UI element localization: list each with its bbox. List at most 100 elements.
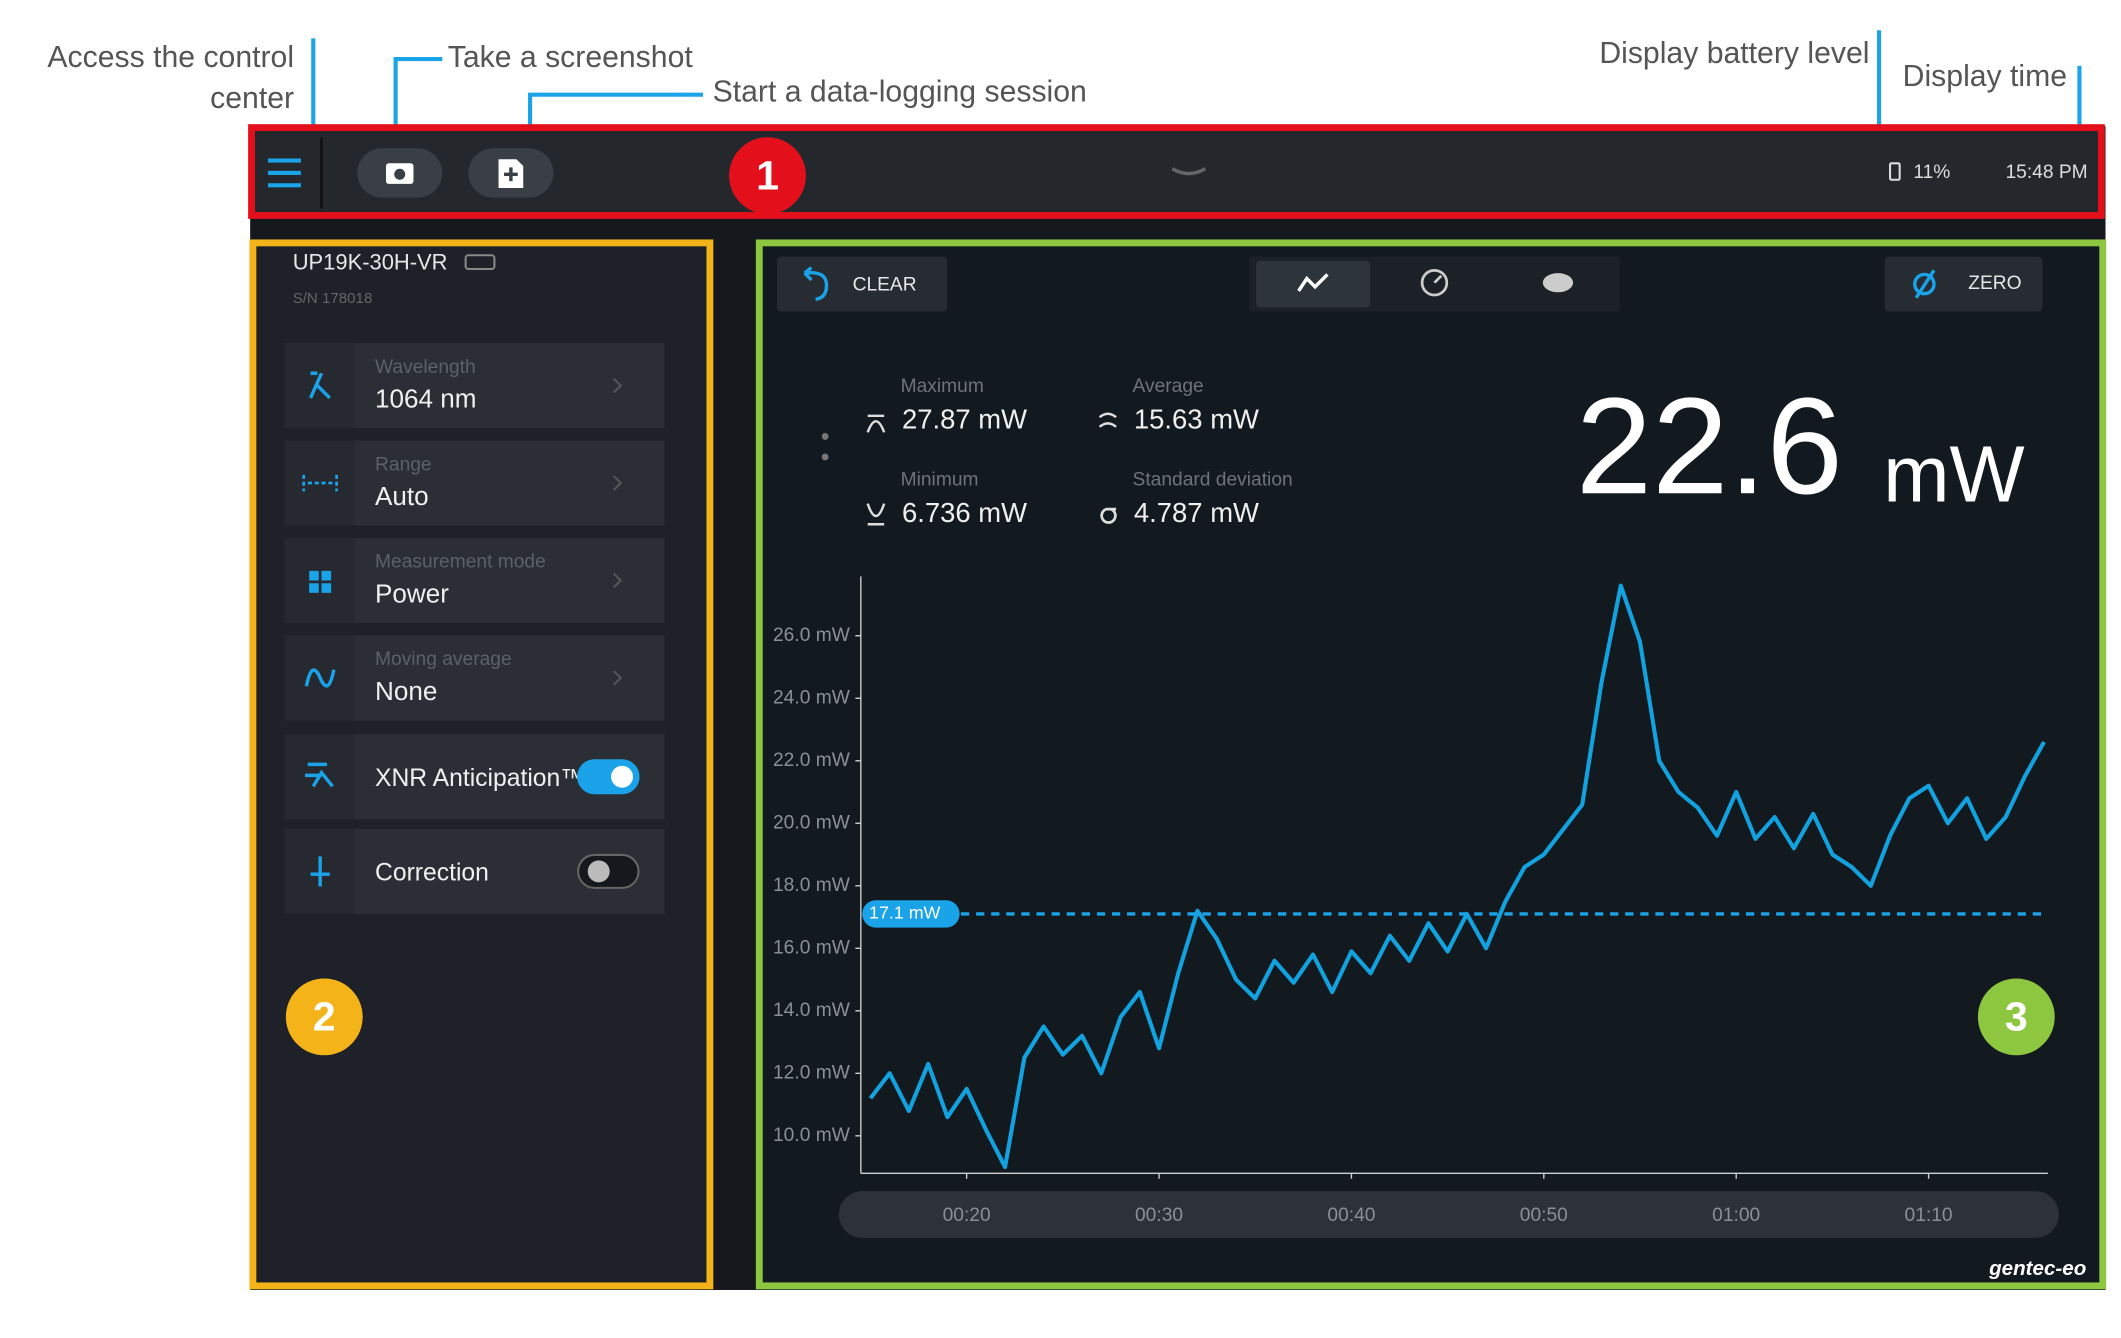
stat-value: 6.736 mW bbox=[902, 497, 1027, 528]
avg-icon bbox=[1098, 412, 1117, 428]
toggle-label: XNR Anticipation™ bbox=[375, 765, 585, 792]
x-tick-label: 01:00 bbox=[1712, 1205, 1760, 1226]
badge-number: 2 bbox=[313, 993, 336, 1039]
setting-label: Range bbox=[375, 454, 432, 475]
gauge-needle bbox=[1433, 274, 1443, 284]
setting-label: Measurement mode bbox=[375, 552, 546, 573]
reference-label: 17.1 mW bbox=[869, 903, 941, 923]
header-border bbox=[248, 124, 2105, 219]
stat-label: Average bbox=[1133, 376, 1204, 397]
zero-button[interactable] bbox=[1884, 256, 2043, 312]
setting-value: Power bbox=[375, 578, 449, 608]
logo: gentec-eo bbox=[1988, 1257, 2086, 1280]
zero-label: ZERO bbox=[1968, 273, 2021, 294]
range-icon bbox=[302, 474, 338, 492]
x-tick-label: 01:10 bbox=[1905, 1205, 1953, 1226]
gauge-tab-icon[interactable] bbox=[1420, 268, 1449, 297]
max-icon bbox=[866, 414, 886, 433]
bar-tab-icon[interactable] bbox=[1542, 273, 1574, 293]
annotation: Take a screenshot bbox=[448, 41, 694, 74]
stat-value: 27.87 mW bbox=[902, 404, 1027, 435]
x-tick-label: 00:40 bbox=[1327, 1205, 1375, 1226]
toggle-knob bbox=[587, 860, 610, 883]
stat-value: 4.787 mW bbox=[1134, 497, 1259, 528]
clear-label: CLEAR bbox=[853, 275, 917, 296]
stat-label: Maximum bbox=[901, 376, 984, 397]
menu-dot bbox=[821, 453, 829, 461]
y-tick-label: 10.0 mW bbox=[773, 1125, 851, 1146]
mode-icon bbox=[309, 583, 319, 593]
setting-chevron bbox=[613, 572, 623, 589]
menu-icon-bar bbox=[267, 170, 301, 175]
annotation: Display time bbox=[1903, 60, 2067, 93]
reference-tag[interactable] bbox=[862, 900, 960, 928]
sigma-icon bbox=[1100, 507, 1117, 524]
correction-icon bbox=[310, 856, 330, 887]
setting-chevron bbox=[613, 378, 623, 394]
device-name: UP19K-30H-VR bbox=[293, 249, 448, 274]
wavelength-icon bbox=[308, 371, 331, 400]
annotation: Start a data-logging session bbox=[713, 75, 1087, 108]
y-tick-label: 22.0 mW bbox=[773, 750, 851, 771]
setting-label: Moving average bbox=[375, 649, 512, 670]
y-tick-label: 12.0 mW bbox=[773, 1062, 851, 1083]
setting-value: None bbox=[375, 676, 437, 706]
graph-tab-icon bbox=[1297, 273, 1329, 292]
zero-icon bbox=[1913, 272, 1936, 296]
serial-number: S/N 178018 bbox=[293, 290, 373, 307]
x-tick-label: 00:30 bbox=[1135, 1205, 1183, 1226]
reading-value: 22.6 bbox=[1576, 370, 1843, 523]
min-icon bbox=[866, 503, 886, 526]
reading-unit: mW bbox=[1883, 429, 2024, 518]
annotation: center bbox=[210, 82, 294, 115]
xnr-icon bbox=[305, 762, 334, 788]
toggle-knob bbox=[611, 765, 634, 788]
pull-down-chevron[interactable] bbox=[1171, 167, 1207, 176]
setting-label: Wavelength bbox=[375, 357, 476, 378]
badge-number: 1 bbox=[756, 152, 779, 198]
battery-icon bbox=[1889, 162, 1901, 181]
clock: 15:48 PM bbox=[2005, 162, 2087, 183]
setting-icon-area bbox=[284, 440, 355, 526]
data-line bbox=[868, 583, 2046, 1170]
setting-chevron bbox=[613, 670, 623, 686]
y-tick-label: 14.0 mW bbox=[773, 1000, 851, 1021]
setting-value: 1064 nm bbox=[375, 384, 476, 414]
annotation: Access the control bbox=[47, 41, 294, 74]
camera-lens bbox=[394, 168, 406, 180]
setting-chevron bbox=[613, 475, 623, 491]
file-plus bbox=[504, 167, 518, 182]
badge-number: 3 bbox=[2005, 993, 2028, 1039]
annotation: Display battery level bbox=[1599, 37, 1869, 70]
y-tick-label: 16.0 mW bbox=[773, 937, 851, 958]
mode-icon bbox=[309, 570, 319, 581]
callout-line bbox=[393, 56, 443, 154]
mode-icon bbox=[321, 583, 332, 593]
y-tick-label: 20.0 mW bbox=[773, 812, 851, 833]
measurement-border bbox=[755, 239, 2107, 1290]
badge bbox=[729, 137, 806, 215]
x-tick-label: 00:50 bbox=[1520, 1205, 1568, 1226]
y-tick-label: 24.0 mW bbox=[773, 687, 851, 708]
menu-icon-bar bbox=[267, 183, 301, 188]
setting-value: Auto bbox=[375, 481, 429, 511]
average-icon bbox=[304, 668, 336, 688]
battery-level: 11% bbox=[1913, 162, 1950, 183]
device-icon bbox=[464, 254, 496, 271]
x-tick-label: 00:20 bbox=[943, 1205, 991, 1226]
zero-icon-slash bbox=[1914, 269, 1936, 299]
y-tick-label: 18.0 mW bbox=[773, 875, 851, 896]
badge bbox=[285, 978, 363, 1056]
badge bbox=[1977, 978, 2055, 1056]
menu-dot[interactable] bbox=[821, 432, 829, 440]
y-tick-label: 26.0 mW bbox=[773, 625, 851, 646]
mode-icon bbox=[321, 570, 332, 581]
stat-label: Minimum bbox=[901, 469, 979, 490]
menu-icon-bar bbox=[267, 158, 301, 163]
stat-label: Standard deviation bbox=[1133, 469, 1293, 490]
toggle-label: Correction bbox=[375, 860, 489, 887]
time-scrollbar[interactable] bbox=[838, 1191, 2059, 1238]
settings-border bbox=[249, 239, 714, 1290]
